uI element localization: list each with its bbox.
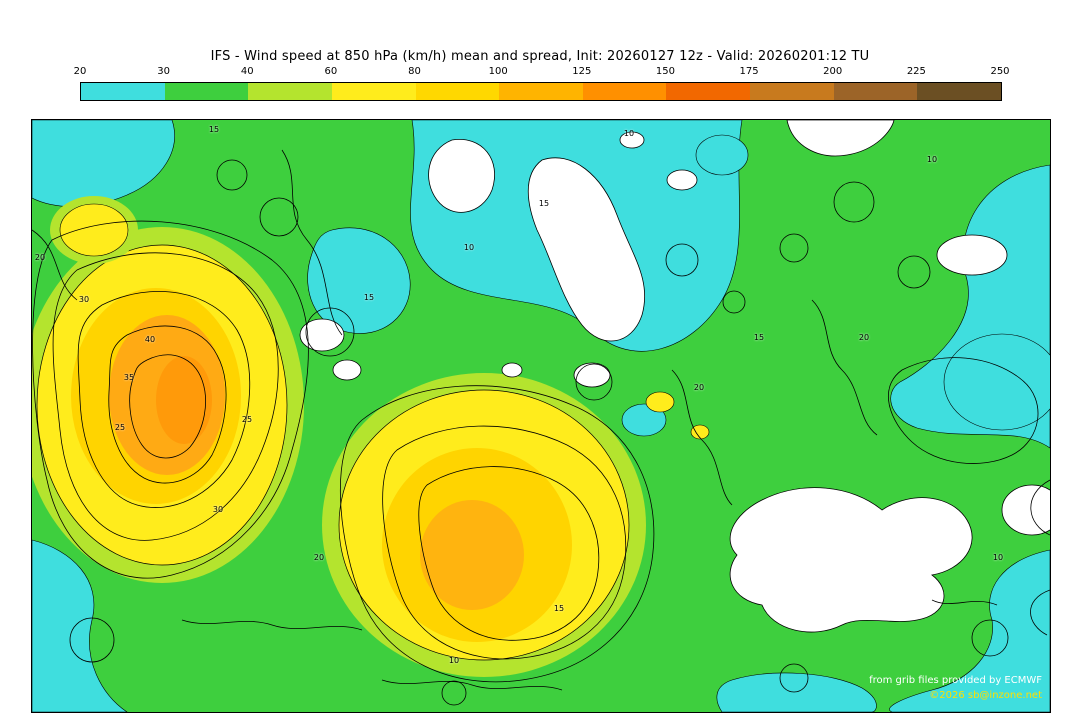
- colorbar-segment: [582, 83, 667, 100]
- attribution-copyright: ©2026 sb@inzone.net: [929, 690, 1042, 701]
- map-canvas: [32, 120, 1050, 712]
- contour-label: 20: [313, 553, 325, 562]
- colorbar-tick-label: 125: [572, 66, 592, 77]
- contour-label: 15: [538, 199, 550, 208]
- contour-label: 10: [463, 243, 475, 252]
- colorbar-ticks: 20 30 40 60 80 100 125 150 175 200 225 250: [74, 66, 1010, 80]
- contour-label: 40: [144, 335, 156, 344]
- contour-label: 10: [926, 155, 938, 164]
- contour-label: 25: [114, 423, 126, 432]
- colorbar-tick-label: 30: [157, 66, 170, 77]
- contour-label: 30: [212, 505, 224, 514]
- contour-lines: [32, 149, 1050, 706]
- colorbar-segment: [750, 83, 834, 100]
- contour-label: 15: [553, 604, 565, 613]
- colorbar-segment: [499, 83, 583, 100]
- colorbar-tick-label: 200: [823, 66, 843, 77]
- contour-label: 20: [34, 253, 46, 262]
- colorbar-tick-label: 20: [73, 66, 87, 77]
- colorbar-segment: [164, 83, 249, 100]
- contour-label: 20: [693, 383, 705, 392]
- contour-label: 15: [753, 333, 765, 342]
- contour-label: 15: [363, 293, 375, 302]
- colorbar-tick-label: 250: [990, 66, 1010, 77]
- colorbar-tick-label: 60: [324, 66, 338, 77]
- weather-map: from grib files provided by ECMWF ©2026 …: [31, 119, 1051, 713]
- colorbar-tick-label: 225: [906, 66, 926, 77]
- colorbar-tick-label: 100: [488, 66, 508, 77]
- contour-label: 30: [78, 295, 90, 304]
- wind-maxima-regions: [32, 196, 710, 677]
- colorbar-tick-label: 175: [739, 66, 759, 77]
- colorbar-segment: [248, 83, 332, 100]
- contour-label: 10: [992, 553, 1004, 562]
- colorbar-segment: [666, 83, 751, 100]
- contour-label: 20: [858, 333, 870, 342]
- colorbar-segment: [331, 83, 416, 100]
- contour-label: 35: [123, 373, 135, 382]
- colorbar: [80, 82, 1002, 101]
- contour-label: 10: [448, 656, 460, 665]
- white-regions: [299, 120, 1050, 633]
- attribution-source: from grib files provided by ECMWF: [869, 675, 1042, 686]
- colorbar-tick-label: 150: [655, 66, 675, 77]
- colorbar-segment: [415, 83, 500, 100]
- colorbar-tick-label: 80: [408, 66, 421, 77]
- colorbar-tick-label: 40: [240, 66, 254, 77]
- colorbar-segment: [833, 83, 918, 100]
- map-title: IFS - Wind speed at 850 hPa (km/h) mean …: [210, 49, 870, 64]
- colorbar-segment: [917, 83, 1002, 100]
- contour-label: 25: [241, 415, 253, 424]
- colorbar-wrap: 20 30 40 60 80 100 125 150 175 200 225 250: [74, 66, 1010, 101]
- contour-label: 10: [623, 129, 635, 138]
- contour-label: 15: [208, 125, 220, 134]
- colorbar-segment: [81, 83, 165, 100]
